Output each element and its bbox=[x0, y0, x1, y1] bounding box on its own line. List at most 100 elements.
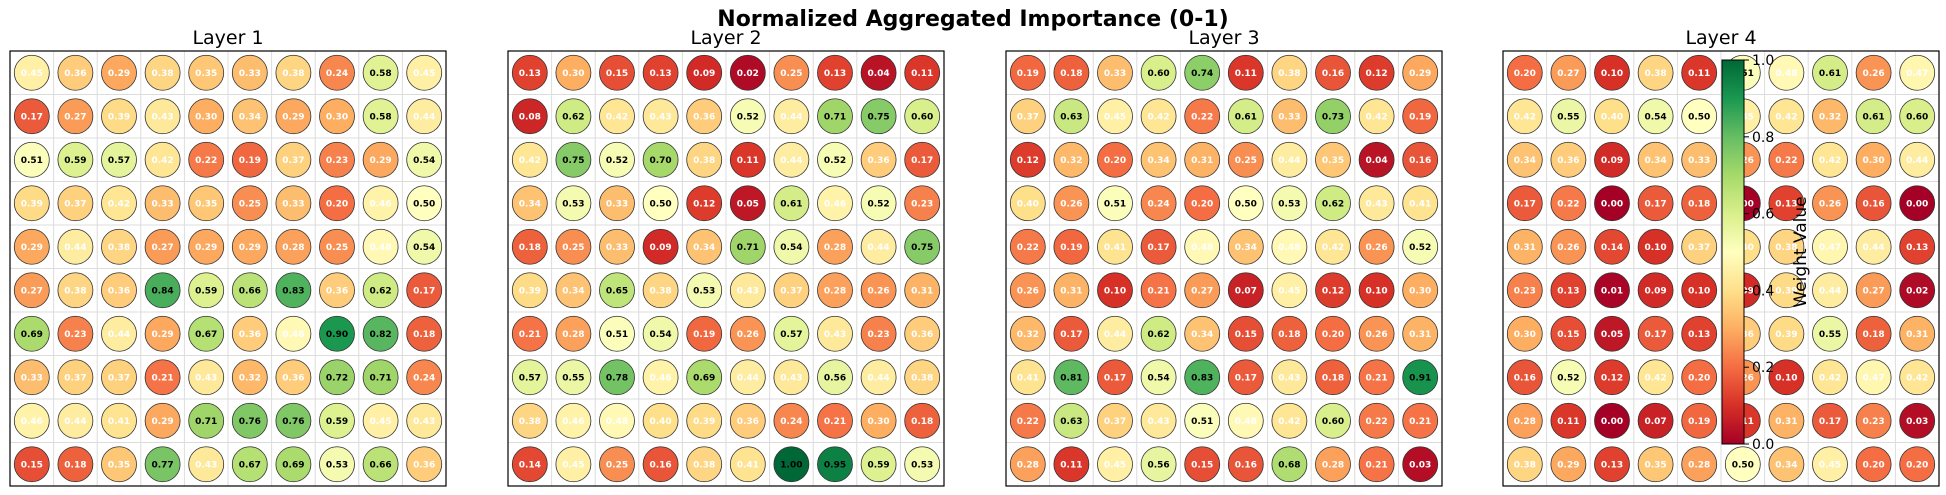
importance-cell bbox=[773, 141, 810, 178]
cell-value-label: 0.26 bbox=[1365, 330, 1387, 340]
cell-value-label: 0.41 bbox=[1104, 243, 1126, 253]
cell-value-label: 0.60 bbox=[1906, 113, 1928, 123]
cell-value-label: 0.30 bbox=[195, 113, 217, 123]
cell-value-label: 0.20 bbox=[1514, 69, 1536, 79]
cell-value-label: 0.34 bbox=[1191, 330, 1213, 340]
importance-cell bbox=[144, 141, 181, 178]
cell-value-label: 0.18 bbox=[911, 417, 933, 427]
importance-cell bbox=[1140, 185, 1177, 222]
cell-value-label: 0.47 bbox=[1862, 374, 1884, 384]
cell-value-label: 0.15 bbox=[1191, 461, 1213, 471]
importance-cell bbox=[860, 54, 897, 91]
importance-cell bbox=[642, 54, 679, 91]
importance-cell bbox=[1550, 185, 1587, 222]
importance-cell bbox=[904, 228, 941, 265]
cell-value-label: 0.17 bbox=[1060, 330, 1082, 340]
importance-cell bbox=[860, 315, 897, 352]
importance-cell bbox=[1768, 141, 1805, 178]
cell-value-label: 0.11 bbox=[1235, 69, 1257, 79]
cell-value-label: 0.39 bbox=[21, 200, 43, 210]
importance-cell bbox=[1140, 272, 1177, 309]
cell-value-label: 0.34 bbox=[562, 287, 584, 297]
importance-cell bbox=[1271, 141, 1308, 178]
cell-value-label: 0.61 bbox=[780, 200, 802, 210]
cell-value-label: 0.27 bbox=[1862, 287, 1884, 297]
importance-cell bbox=[1812, 228, 1848, 265]
importance-cell bbox=[362, 185, 399, 222]
cell-value-label: 0.22 bbox=[195, 156, 217, 166]
cell-value-label: 0.28 bbox=[824, 287, 846, 297]
importance-cell bbox=[599, 228, 635, 265]
cell-value-label: 0.73 bbox=[1322, 113, 1344, 123]
importance-cell bbox=[773, 446, 810, 483]
importance-cell bbox=[686, 141, 723, 178]
cell-value-label: 0.46 bbox=[649, 374, 671, 384]
importance-cell bbox=[1768, 54, 1805, 91]
cell-value-label: 0.71 bbox=[369, 374, 391, 384]
cell-value-label: 0.32 bbox=[1819, 113, 1841, 123]
importance-cell bbox=[319, 141, 355, 178]
importance-cell bbox=[1053, 54, 1090, 91]
importance-cell bbox=[1053, 98, 1090, 135]
importance-cell bbox=[319, 54, 355, 91]
cell-value-label: 1.00 bbox=[780, 461, 802, 471]
importance-cell bbox=[1637, 359, 1674, 396]
importance-cell bbox=[1594, 315, 1630, 352]
cell-value-label: 0.42 bbox=[1819, 374, 1841, 384]
cell-value-label: 0.44 bbox=[737, 374, 759, 384]
cell-value-label: 0.44 bbox=[1862, 243, 1884, 253]
cell-value-label: 0.33 bbox=[151, 200, 173, 210]
cell-value-label: 0.01 bbox=[1601, 287, 1623, 297]
importance-cell bbox=[13, 54, 50, 91]
cell-value-label: 0.52 bbox=[737, 113, 759, 123]
importance-cell bbox=[511, 185, 548, 222]
importance-cell bbox=[101, 359, 137, 396]
cell-value-label: 0.13 bbox=[519, 69, 541, 79]
importance-cell bbox=[642, 272, 679, 309]
importance-cell bbox=[1681, 359, 1718, 396]
cell-value-label: 0.25 bbox=[562, 243, 584, 253]
cell-value-label: 0.13 bbox=[824, 69, 846, 79]
cell-value-label: 0.37 bbox=[64, 200, 86, 210]
cell-value-label: 0.21 bbox=[519, 330, 541, 340]
importance-cell bbox=[817, 315, 853, 352]
importance-cell bbox=[275, 98, 312, 135]
importance-cell bbox=[57, 185, 94, 222]
importance-cell bbox=[555, 185, 592, 222]
importance-cell bbox=[1097, 185, 1133, 222]
cell-value-label: 0.36 bbox=[108, 287, 130, 297]
importance-cell bbox=[773, 359, 810, 396]
colorbar-tick-label: 0.2 bbox=[1752, 360, 1774, 376]
cell-value-label: 0.39 bbox=[519, 287, 541, 297]
cell-value-label: 0.66 bbox=[239, 287, 261, 297]
importance-cell bbox=[1402, 185, 1439, 222]
importance-cell bbox=[511, 359, 548, 396]
cell-value-label: 0.20 bbox=[1688, 374, 1710, 384]
cell-value-label: 0.45 bbox=[1819, 461, 1841, 471]
importance-cell bbox=[188, 228, 225, 265]
cell-value-label: 0.71 bbox=[195, 417, 217, 427]
cell-value-label: 0.26 bbox=[1862, 69, 1884, 79]
cell-value-label: 0.09 bbox=[1644, 287, 1666, 297]
cell-value-label: 0.25 bbox=[239, 200, 261, 210]
cell-value-label: 0.42 bbox=[108, 200, 130, 210]
importance-cell bbox=[860, 359, 897, 396]
importance-cell bbox=[1053, 228, 1090, 265]
cell-value-label: 0.31 bbox=[1409, 330, 1431, 340]
importance-cell bbox=[1140, 315, 1177, 352]
importance-cell bbox=[1506, 272, 1543, 309]
importance-cell bbox=[860, 272, 897, 309]
cell-value-label: 0.59 bbox=[64, 156, 86, 166]
cell-value-label: 0.22 bbox=[1017, 243, 1039, 253]
importance-cell bbox=[1009, 402, 1046, 439]
importance-cell bbox=[1550, 315, 1587, 352]
importance-cell bbox=[1855, 446, 1892, 483]
cell-value-label: 0.38 bbox=[519, 417, 541, 427]
importance-cell bbox=[729, 272, 766, 309]
cell-value-label: 0.48 bbox=[1235, 417, 1257, 427]
cell-value-label: 0.62 bbox=[1322, 200, 1344, 210]
importance-cell bbox=[1681, 54, 1718, 91]
cell-value-label: 0.48 bbox=[1191, 243, 1213, 253]
importance-cell bbox=[57, 228, 94, 265]
importance-cell bbox=[1506, 228, 1543, 265]
